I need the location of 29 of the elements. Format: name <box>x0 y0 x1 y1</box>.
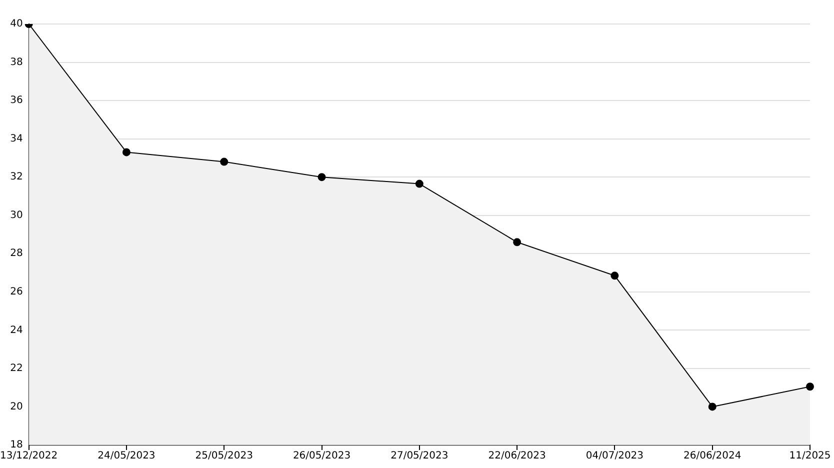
point <box>318 173 326 182</box>
point <box>122 148 130 156</box>
x-tick-label: 13/12/2022 <box>0 450 58 462</box>
x-tick-label: 04/07/2023 <box>586 450 644 462</box>
y-tick-label: 28 <box>10 248 23 260</box>
y-tick-label: 30 <box>10 210 23 221</box>
x-tick-label: 26/06/2024 <box>684 450 742 462</box>
y-tick-label: 32 <box>10 172 23 183</box>
point <box>610 272 619 280</box>
y-tick-label: 20 <box>10 401 23 412</box>
y-tick-label: 22 <box>10 363 23 374</box>
y-tick-label: 34 <box>10 133 23 144</box>
x-tick-label: 24/05/2023 <box>98 450 156 462</box>
point <box>415 180 424 188</box>
x-tick-label: 25/05/2023 <box>195 450 253 462</box>
x-tick-label: 27/05/2023 <box>390 450 448 462</box>
y-tick-label: 26 <box>10 286 23 298</box>
point <box>806 382 814 391</box>
y-tick-label: 36 <box>10 95 23 106</box>
y-tick-label: 40 <box>10 18 23 30</box>
point <box>708 402 716 411</box>
y-tick-label: 24 <box>10 324 23 336</box>
y-tick-label: 38 <box>10 56 23 68</box>
x-tick-label: 22/06/2023 <box>488 450 546 462</box>
x-tick-label: 26/05/2023 <box>292 450 351 462</box>
y-tick-label: 18 <box>10 440 23 451</box>
point <box>220 158 228 166</box>
x-tick-label: 11/2025 <box>789 450 831 462</box>
point <box>513 238 522 246</box>
